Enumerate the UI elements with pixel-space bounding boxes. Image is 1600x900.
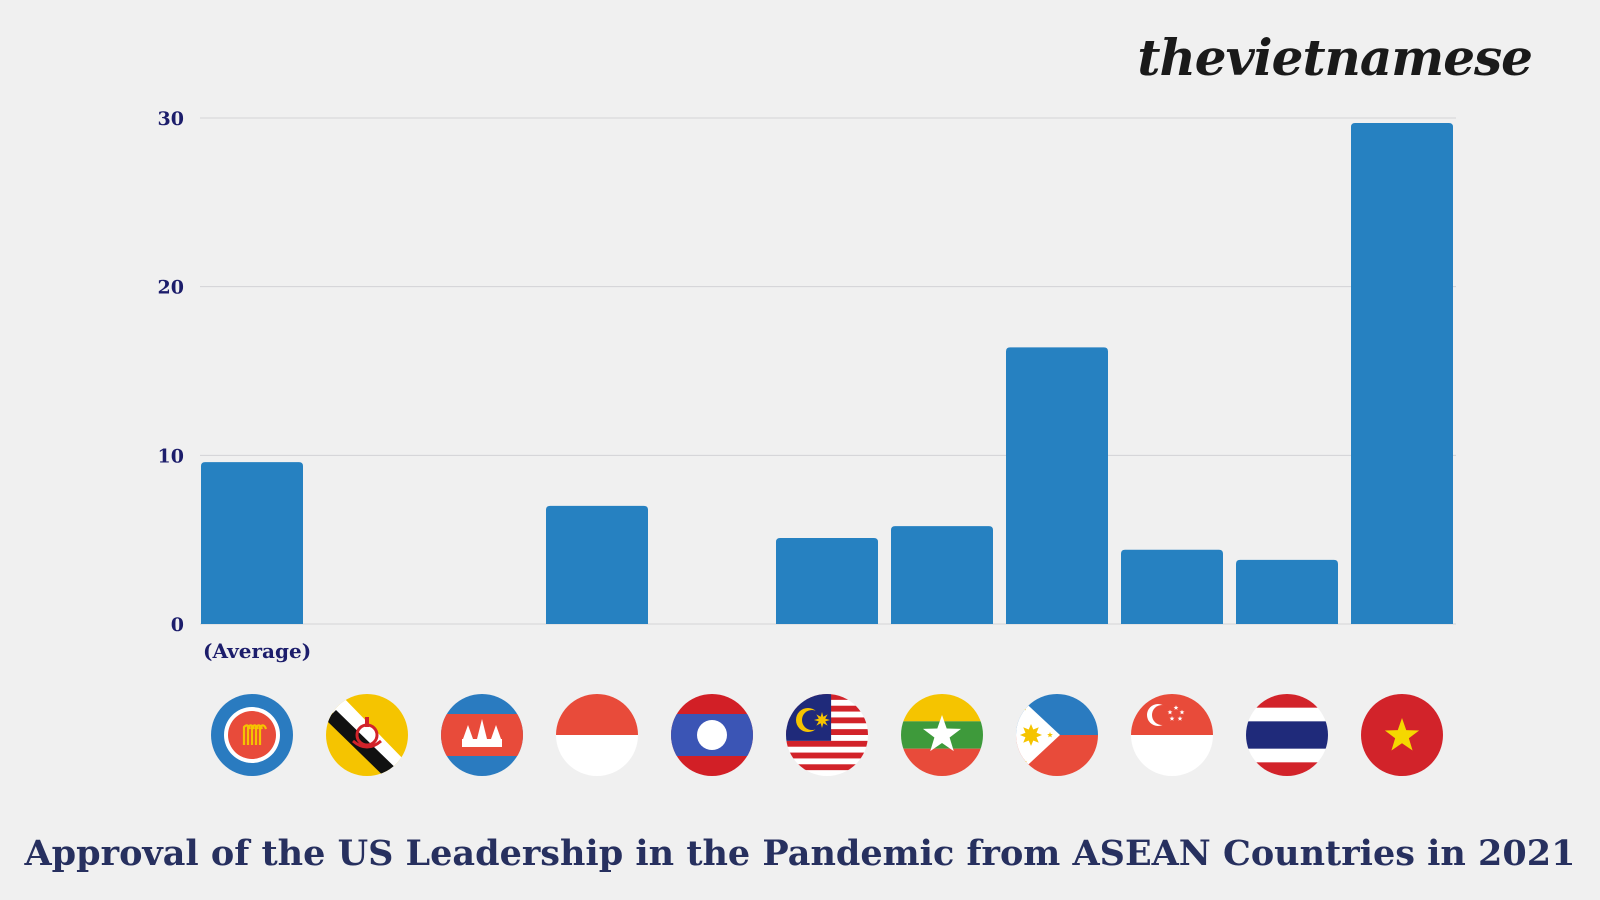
y-tick-label: 0 bbox=[171, 614, 184, 636]
y-tick-label: 30 bbox=[158, 108, 184, 130]
y-axis-ticks: 0 10 20 30 bbox=[158, 108, 184, 636]
chart-title: Approval of the US Leadership in the Pan… bbox=[24, 833, 1576, 874]
bar-malaysia bbox=[776, 537, 878, 624]
y-tick-label: 20 bbox=[158, 277, 184, 299]
bar-singapore bbox=[1121, 549, 1223, 624]
vietnam-flag-icon bbox=[1361, 694, 1443, 776]
category-labels: (Average) bbox=[203, 639, 311, 663]
category-label: (Average) bbox=[203, 639, 311, 663]
bar-myanmar bbox=[891, 526, 993, 624]
cambodia-flag-icon bbox=[441, 694, 523, 776]
myanmar-flag-icon bbox=[901, 694, 983, 776]
asean-flag-icon bbox=[211, 694, 293, 776]
thailand-flag-icon bbox=[1246, 694, 1328, 776]
y-tick-label: 10 bbox=[158, 445, 184, 467]
bar-thailand bbox=[1236, 559, 1338, 624]
singapore-flag-icon bbox=[1131, 694, 1213, 776]
indonesia-flag-icon bbox=[556, 694, 638, 776]
bar-asean bbox=[201, 462, 303, 624]
bar-vietnam bbox=[1351, 123, 1453, 624]
laos-flag-icon bbox=[671, 694, 753, 776]
bar-indonesia bbox=[546, 505, 648, 624]
philippines-flag-icon bbox=[1016, 694, 1098, 776]
country-flags bbox=[211, 694, 1443, 776]
malaysia-flag-icon bbox=[786, 694, 868, 776]
bar-philippines bbox=[1006, 347, 1108, 624]
bars bbox=[201, 123, 1453, 624]
brunei-flag-icon bbox=[326, 694, 408, 776]
brand-logo: thevietnamese bbox=[1137, 28, 1533, 87]
